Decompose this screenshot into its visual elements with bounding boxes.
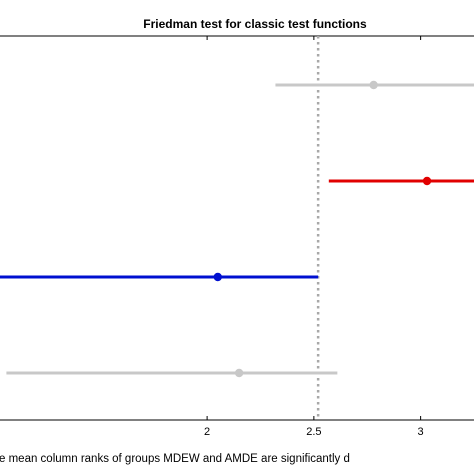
mean-point <box>234 368 244 378</box>
mean-point <box>369 80 378 90</box>
chart-title: Friedman test for classic test functions <box>143 17 367 31</box>
x-tick-label: 2.5 <box>306 426 321 438</box>
plot-axes: 2 2.5 3 <box>0 35 474 438</box>
plot-marks <box>0 36 474 420</box>
axis-caption: e mean column ranks of groups MDEW and A… <box>0 453 350 465</box>
x-tick-label: 3 <box>418 426 424 438</box>
x-tick-label: 2 <box>204 426 210 438</box>
mean-point <box>422 176 432 186</box>
mean-point <box>213 272 222 282</box>
